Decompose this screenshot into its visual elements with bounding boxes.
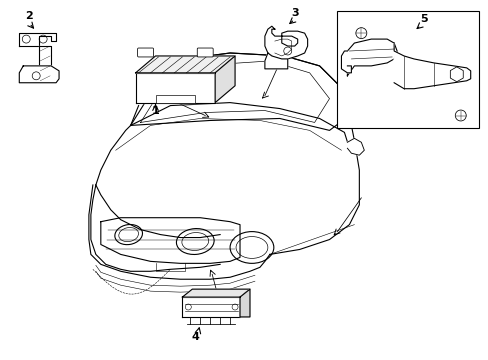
FancyBboxPatch shape	[137, 48, 153, 57]
Text: 2: 2	[25, 11, 33, 21]
FancyBboxPatch shape	[197, 48, 213, 57]
Polygon shape	[264, 26, 307, 59]
Text: 5: 5	[419, 14, 427, 24]
Polygon shape	[240, 289, 249, 317]
Polygon shape	[19, 33, 56, 46]
Polygon shape	[19, 66, 59, 83]
Polygon shape	[215, 56, 235, 103]
Polygon shape	[346, 138, 364, 155]
Polygon shape	[182, 289, 249, 297]
Text: 3: 3	[290, 8, 298, 18]
Polygon shape	[39, 46, 51, 66]
Bar	[337, 11, 478, 129]
Polygon shape	[393, 43, 470, 89]
Polygon shape	[341, 51, 351, 73]
Bar	[155, 95, 195, 103]
Polygon shape	[264, 53, 287, 69]
Polygon shape	[346, 39, 396, 76]
Polygon shape	[135, 73, 215, 103]
Text: 4: 4	[191, 332, 199, 342]
Polygon shape	[182, 297, 240, 317]
Text: 1: 1	[151, 105, 159, 116]
Polygon shape	[135, 56, 235, 73]
